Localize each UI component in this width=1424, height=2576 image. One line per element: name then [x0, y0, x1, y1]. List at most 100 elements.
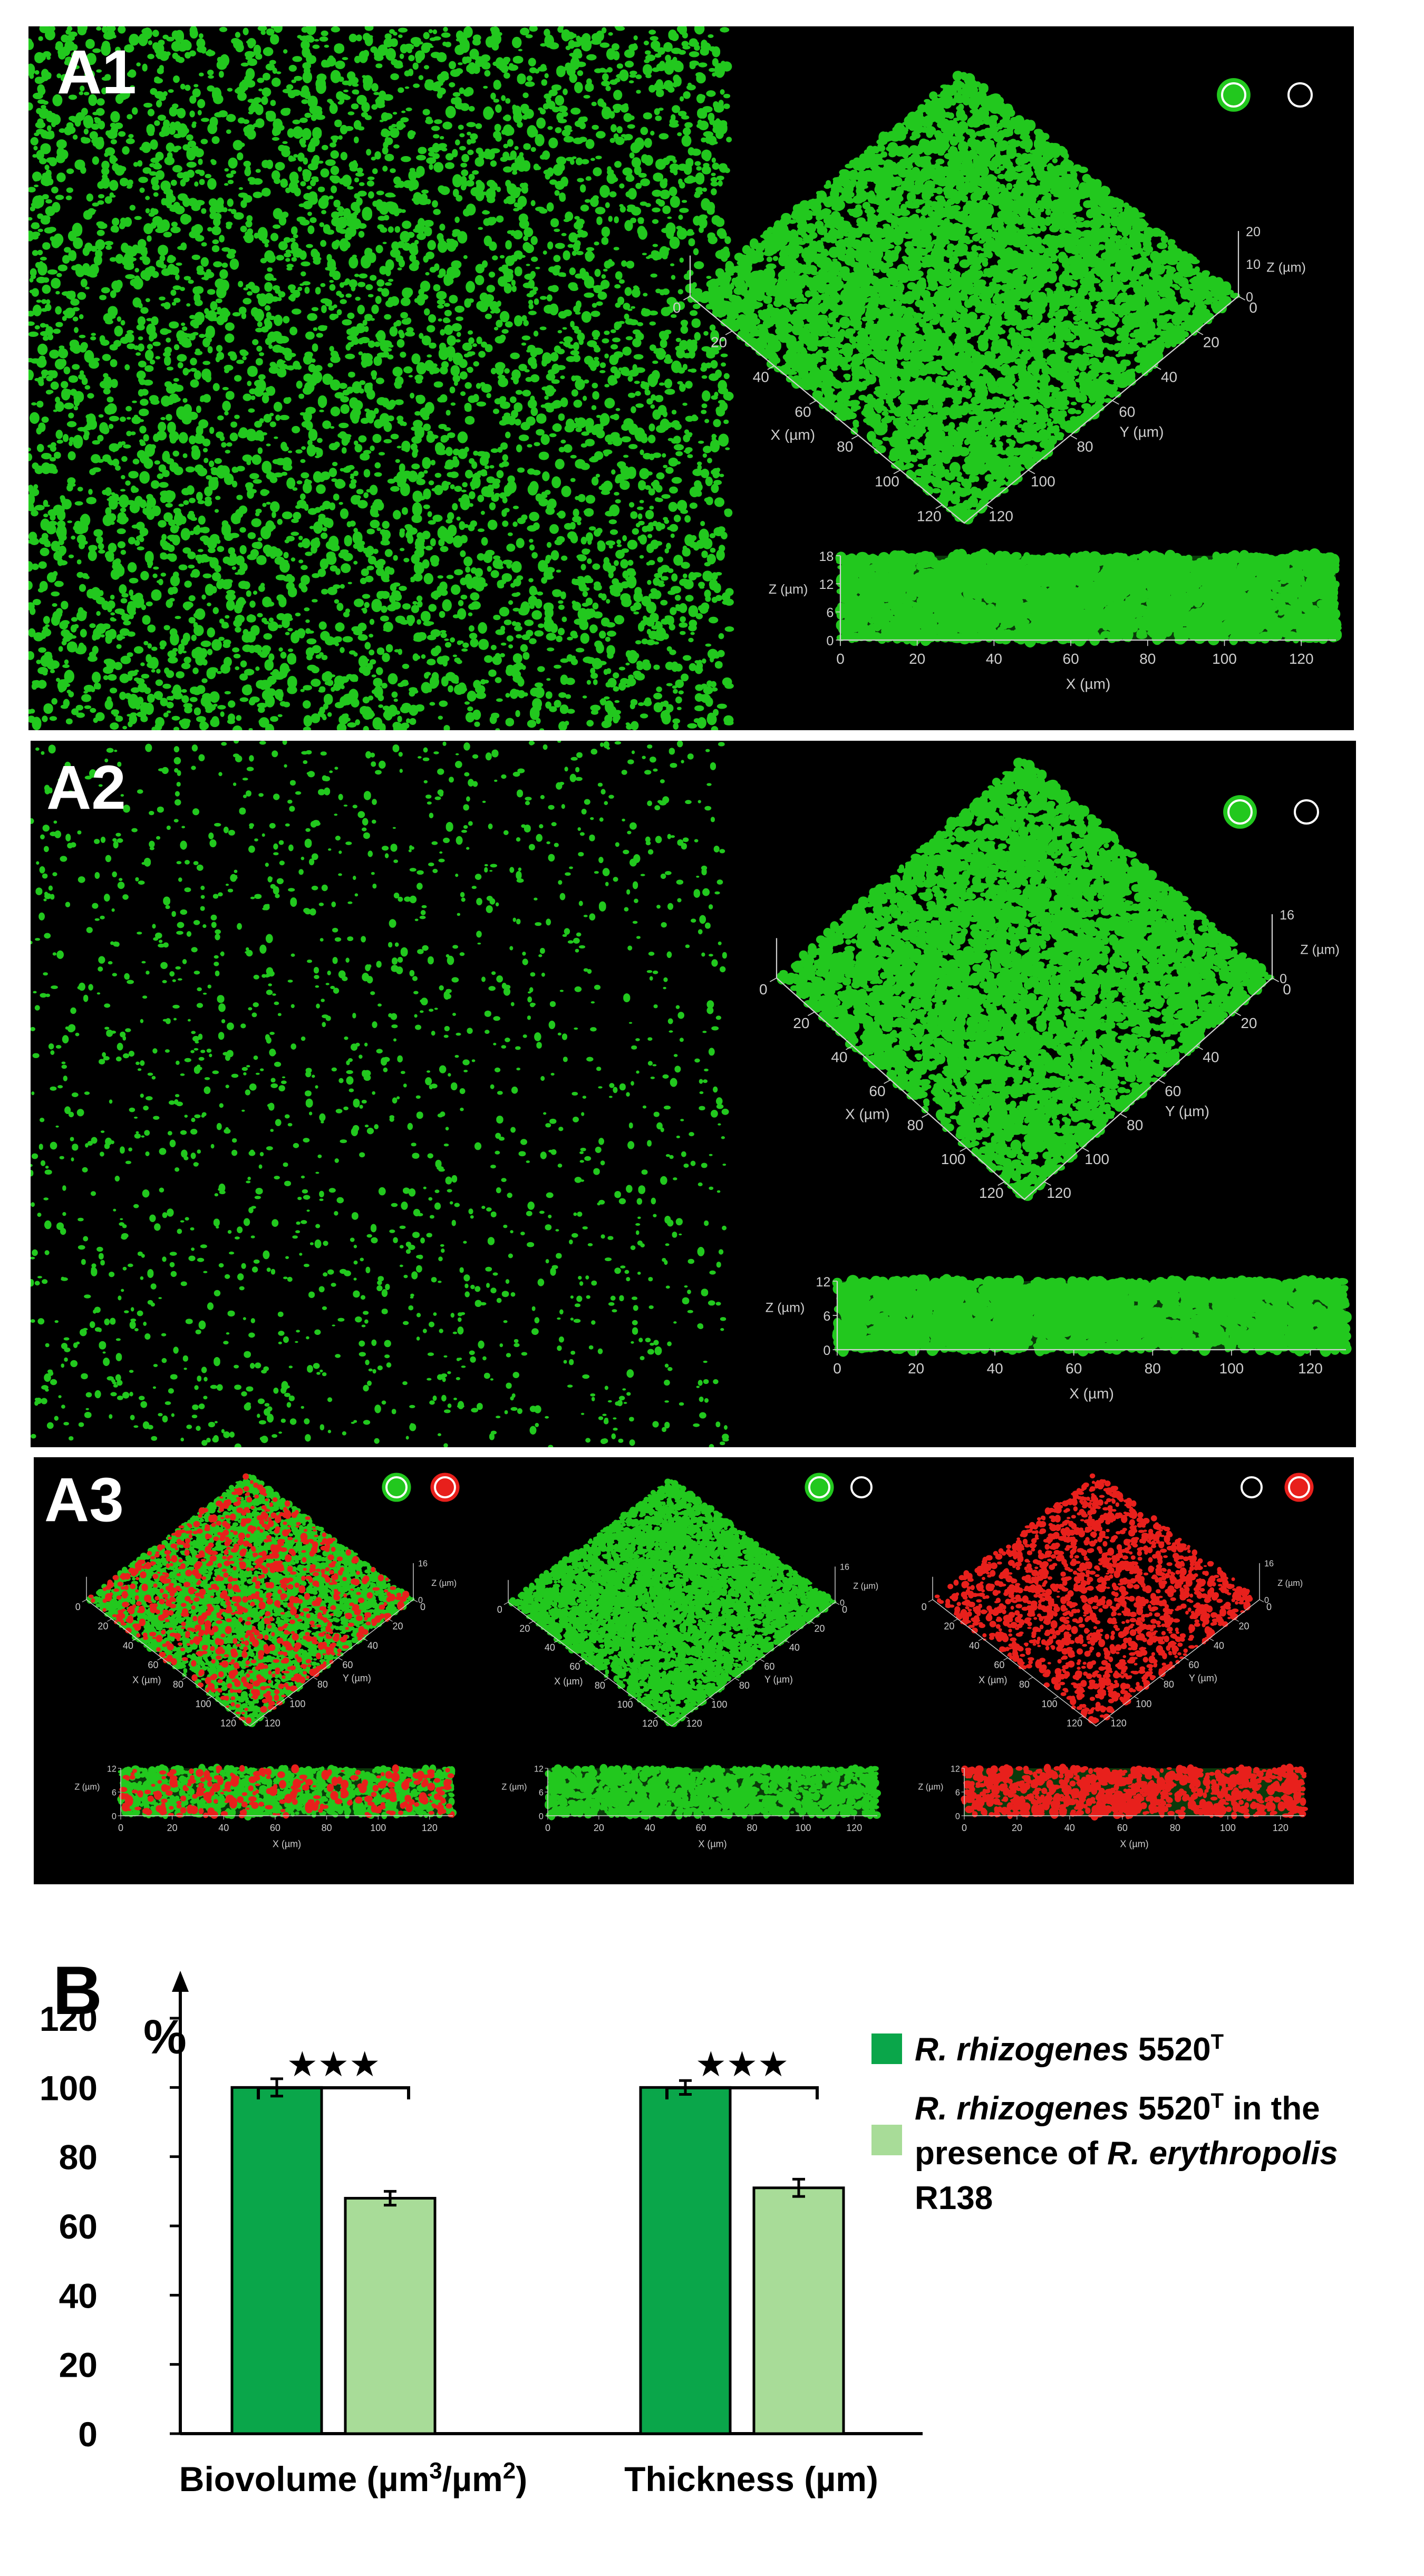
x-tick-label: 120: [917, 508, 942, 524]
z-tick-label: 0: [539, 1812, 544, 1821]
x-tick-label: 100: [1212, 651, 1237, 667]
x-tick-label: 0: [962, 1823, 967, 1833]
y-axis-label: Y (µm): [764, 1674, 793, 1685]
y-tick-label: 100: [711, 1699, 727, 1710]
z-tick-label: 16: [1280, 908, 1294, 923]
x-tick-label: 40: [969, 1640, 980, 1651]
x-tick-label: 120: [1273, 1823, 1289, 1833]
z-tick-label: 0: [840, 1598, 845, 1607]
z-tick-label: 12: [951, 1764, 960, 1774]
y-tick-label: 60: [342, 1660, 353, 1670]
y-tick-label: 60: [1119, 404, 1135, 420]
y-axis-label: Y (µm): [1119, 423, 1164, 440]
x-tick-label: 20: [594, 1823, 604, 1833]
z-tick-label: 12: [107, 1764, 117, 1774]
x-tick-label: 120: [1289, 651, 1314, 667]
x-tick-label: 40: [545, 1642, 555, 1653]
z-axis-label: Z (µm): [766, 1301, 805, 1315]
x-tick-label: 20: [909, 651, 925, 667]
panel-label-a1: A1: [57, 37, 137, 107]
z-axis-label: Z (µm): [1300, 943, 1340, 957]
x-tick-label: 60: [1117, 1823, 1128, 1833]
x-tick-label: 20: [98, 1621, 108, 1632]
x-axis-label: X (µm): [132, 1674, 161, 1685]
x-tick-label: 80: [1139, 651, 1156, 667]
x-tick-label: 0: [922, 1602, 927, 1612]
red-channel-icon: [1284, 1473, 1314, 1502]
z-tick-label: 6: [112, 1788, 117, 1797]
z-tick-label: 0: [826, 634, 834, 648]
panel-a2: 0 0 20 20 40 40 60 60 80 80 100 100 120 120 X (µm) Y (µ…: [31, 741, 1356, 1447]
x-tick-label: 0: [75, 1602, 81, 1612]
green-channel-icon: [1223, 795, 1257, 829]
significance-stars: ★★★: [695, 2045, 789, 2084]
y-tick-label: 60: [1165, 1083, 1181, 1099]
y-tick-label: 40: [59, 2276, 98, 2315]
y-tick-label: 20: [1238, 1621, 1249, 1632]
significance-bracket: [665, 2086, 819, 2099]
y-tick-label: 60: [1188, 1660, 1199, 1670]
x-tick-label: 60: [148, 1660, 158, 1670]
z-axis-label: Z (µm): [769, 582, 808, 597]
z-tick-label: 0: [1264, 1595, 1269, 1605]
x-tick-label: 40: [753, 369, 769, 385]
x-tick-label: 120: [1298, 1360, 1323, 1377]
z-axis-label: Z (µm): [74, 1783, 100, 1792]
y-tick-label: 0: [1266, 1602, 1272, 1612]
legend-swatch: [871, 2033, 902, 2064]
z-tick-label: 16: [418, 1559, 428, 1568]
green-channel-icon: [1217, 78, 1251, 112]
panel-a3: 0 0 20 20 40 40 60 60 80 80 100 100 120 120 X (µm) Y (µ…: [34, 1457, 1354, 1884]
x-tick-label: 0: [118, 1823, 123, 1833]
y-tick-label: 120: [989, 508, 1013, 524]
legend-label: R. rhizogenes 5520T: [915, 2030, 1224, 2068]
x-tick-label: 20: [944, 1621, 954, 1632]
x-tick-label: 20: [711, 334, 727, 351]
significance-stars: ★★★: [287, 2045, 381, 2084]
z-axis-label: Z (µm): [918, 1783, 943, 1792]
y-tick-label: 20: [814, 1623, 825, 1634]
x-tick-label: 80: [1170, 1823, 1180, 1833]
green-channel-icon: [805, 1473, 834, 1502]
legend-label: R138: [915, 2180, 993, 2216]
x-tick-label: 20: [167, 1823, 178, 1833]
x-tick-label: 100: [195, 1699, 211, 1709]
x-tick-label: 80: [322, 1823, 332, 1833]
z-tick-label: 6: [823, 1309, 830, 1324]
y-tick-label: 40: [367, 1640, 378, 1651]
bar: [752, 2186, 845, 2435]
x-tick-label: 60: [795, 404, 811, 420]
z-tick-label: 10: [1246, 257, 1261, 272]
x-tick-label: 80: [907, 1117, 923, 1133]
x-axis-label: X (µm): [845, 1106, 890, 1122]
y-tick-label: 100: [1031, 473, 1055, 489]
x-tick-label: 40: [123, 1640, 133, 1651]
x-tick-label: 20: [1012, 1823, 1022, 1833]
x-tick-label: 120: [642, 1718, 658, 1729]
x-tick-label: 40: [986, 651, 1002, 667]
y-axis-label: Y (µm): [1165, 1103, 1209, 1119]
y-tick-label: 60: [59, 2207, 98, 2246]
x-tick-label: 80: [1145, 1360, 1161, 1377]
x-tick-label: 40: [645, 1823, 655, 1833]
x-tick-label: 60: [994, 1660, 1004, 1670]
x-tick-label: 20: [793, 1015, 809, 1031]
x-axis-label: X (µm): [698, 1838, 726, 1849]
empty-channel-icon: [1287, 82, 1313, 108]
empty-channel-icon: [1294, 799, 1319, 825]
z-tick-label: 12: [819, 577, 834, 592]
x-tick-label: 20: [908, 1360, 924, 1377]
z-axis-label: Z (µm): [501, 1783, 527, 1792]
y-tick-label: 20: [1203, 334, 1219, 351]
x-category-label: Thickness (µm): [624, 2459, 878, 2498]
x-tick-label: 60: [696, 1823, 706, 1833]
y-tick-label: 0: [1283, 981, 1291, 998]
